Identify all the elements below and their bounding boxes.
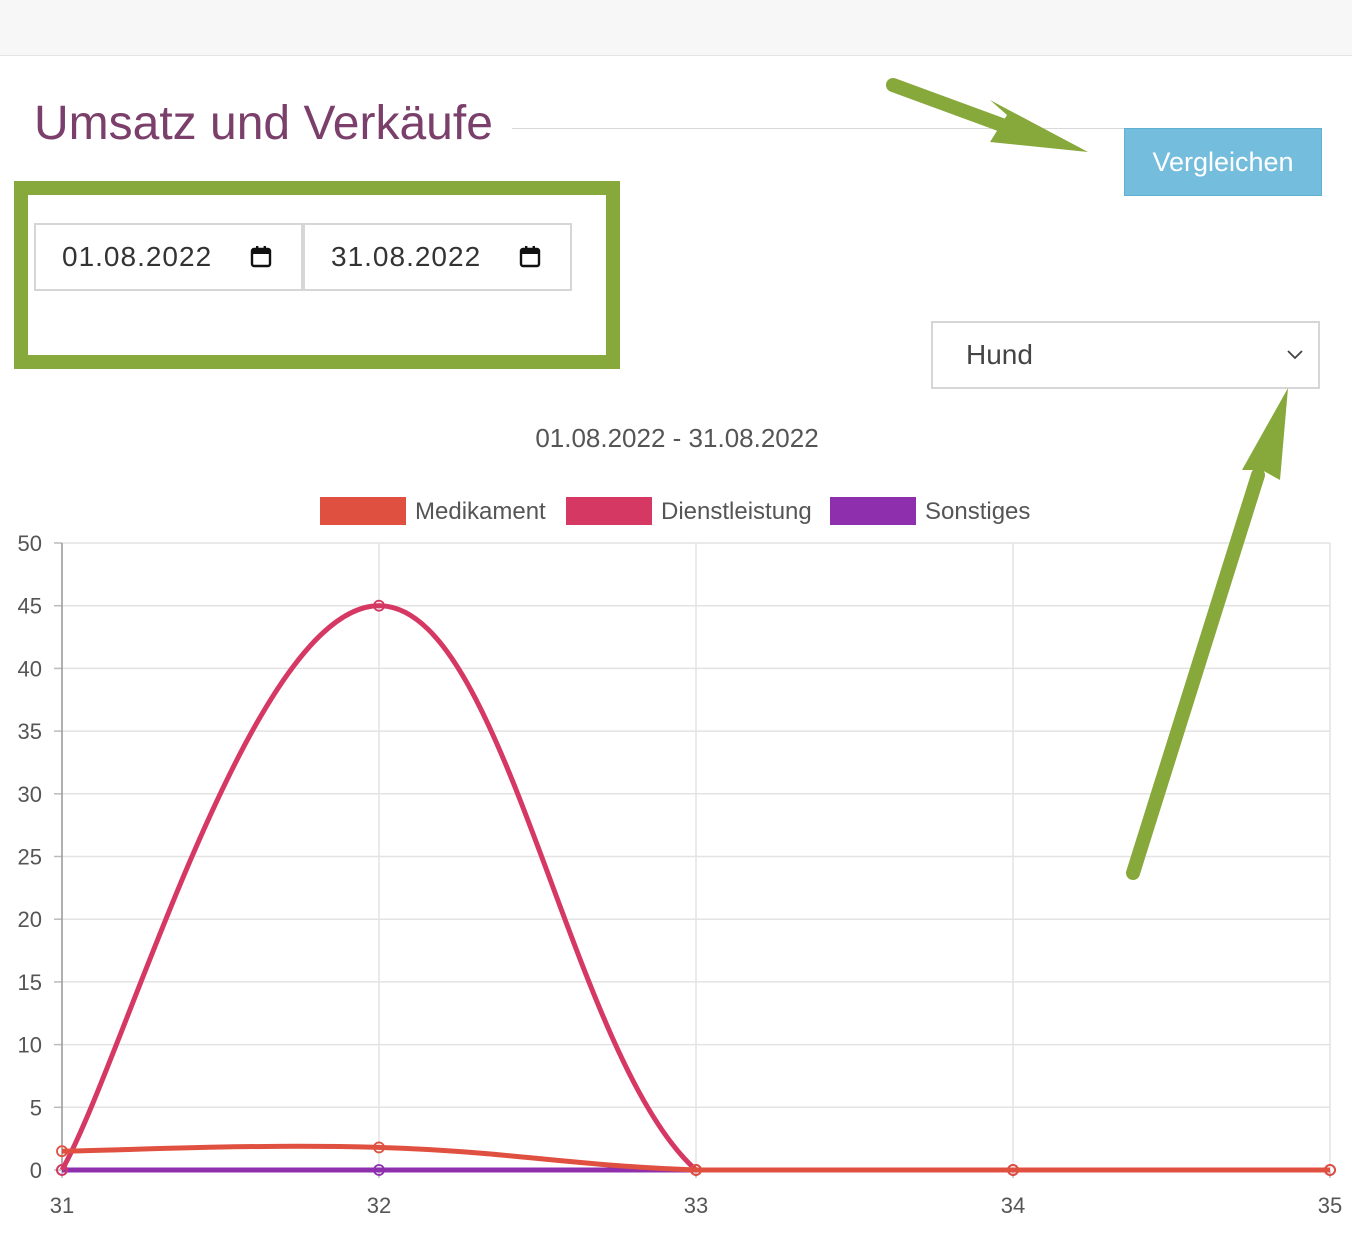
y-tick-label: 15 bbox=[18, 970, 42, 995]
y-tick-label: 35 bbox=[18, 719, 42, 744]
x-tick-label: 31 bbox=[50, 1193, 74, 1218]
y-tick-label: 10 bbox=[18, 1033, 42, 1058]
legend-label-sonstiges: Sonstiges bbox=[925, 498, 1030, 525]
highlight-box bbox=[14, 181, 620, 369]
legend-swatch-medikament bbox=[320, 497, 406, 525]
date-to-input[interactable]: 31.08.2022 bbox=[303, 223, 572, 291]
data-point-medikament bbox=[690, 1164, 702, 1176]
data-point-medikament bbox=[373, 1141, 385, 1154]
category-select-value: Hund bbox=[966, 339, 1033, 370]
compare-button[interactable]: Vergleichen bbox=[1124, 128, 1322, 196]
calendar-icon[interactable] bbox=[518, 245, 542, 269]
data-point-medikament bbox=[1007, 1164, 1019, 1176]
y-tick-label: 40 bbox=[18, 656, 42, 681]
date-from-input[interactable]: 01.08.2022 bbox=[34, 223, 303, 291]
chart-grid bbox=[61, 542, 1331, 1171]
y-tick-label: 5 bbox=[30, 1095, 42, 1120]
y-tick-label: 25 bbox=[18, 845, 42, 870]
top-navbar bbox=[0, 0, 1352, 56]
chart-title: 01.08.2022 - 31.08.2022 bbox=[535, 423, 818, 453]
legend-swatch-dienstleistung bbox=[566, 497, 652, 525]
legend-label-medikament: Medikament bbox=[415, 498, 546, 525]
y-tick-label: 45 bbox=[18, 594, 42, 619]
category-select[interactable]: Hund bbox=[931, 321, 1320, 389]
x-tick-label: 32 bbox=[367, 1193, 391, 1218]
data-point-medikament bbox=[56, 1145, 68, 1158]
date-from-value: 01.08.2022 bbox=[62, 241, 213, 272]
legend-swatch-sonstiges bbox=[830, 497, 916, 525]
y-tick-label: 50 bbox=[18, 531, 42, 556]
x-tick-label: 35 bbox=[1318, 1193, 1342, 1218]
arrow-to-compare bbox=[886, 78, 1088, 152]
y-tick-label: 0 bbox=[30, 1158, 42, 1183]
page-title: Umsatz und Verkäufe bbox=[34, 97, 493, 150]
calendar-icon[interactable] bbox=[249, 245, 273, 269]
series-line-medikament bbox=[61, 1143, 1330, 1173]
legend-label-dienstleistung: Dienstleistung bbox=[661, 498, 812, 525]
chart-series bbox=[56, 599, 1336, 1176]
x-tick-label: 34 bbox=[1001, 1193, 1025, 1218]
data-point-dienstleistung bbox=[373, 599, 385, 612]
sales-line-chart: 01.08.2022 - 31.08.2022 Medikament Dienst… bbox=[18, 423, 1343, 1218]
y-tick-label: 20 bbox=[18, 907, 42, 932]
data-point-sonstiges bbox=[373, 1164, 385, 1176]
date-to-value: 31.08.2022 bbox=[331, 241, 482, 272]
chevron-down-icon bbox=[1287, 350, 1303, 360]
chart-axes: 0 5 10 15 20 25 30 35 40 45 50 31 32 33 34 35 bbox=[18, 531, 1343, 1218]
chart-legend: Medikament Dienstleistung Sonstiges bbox=[320, 497, 1030, 525]
x-tick-label: 33 bbox=[684, 1193, 708, 1218]
data-point-medikament bbox=[1324, 1164, 1336, 1176]
data-point-dienstleistung bbox=[56, 1164, 68, 1176]
title-divider bbox=[512, 128, 1124, 129]
y-tick-label: 30 bbox=[18, 782, 42, 807]
